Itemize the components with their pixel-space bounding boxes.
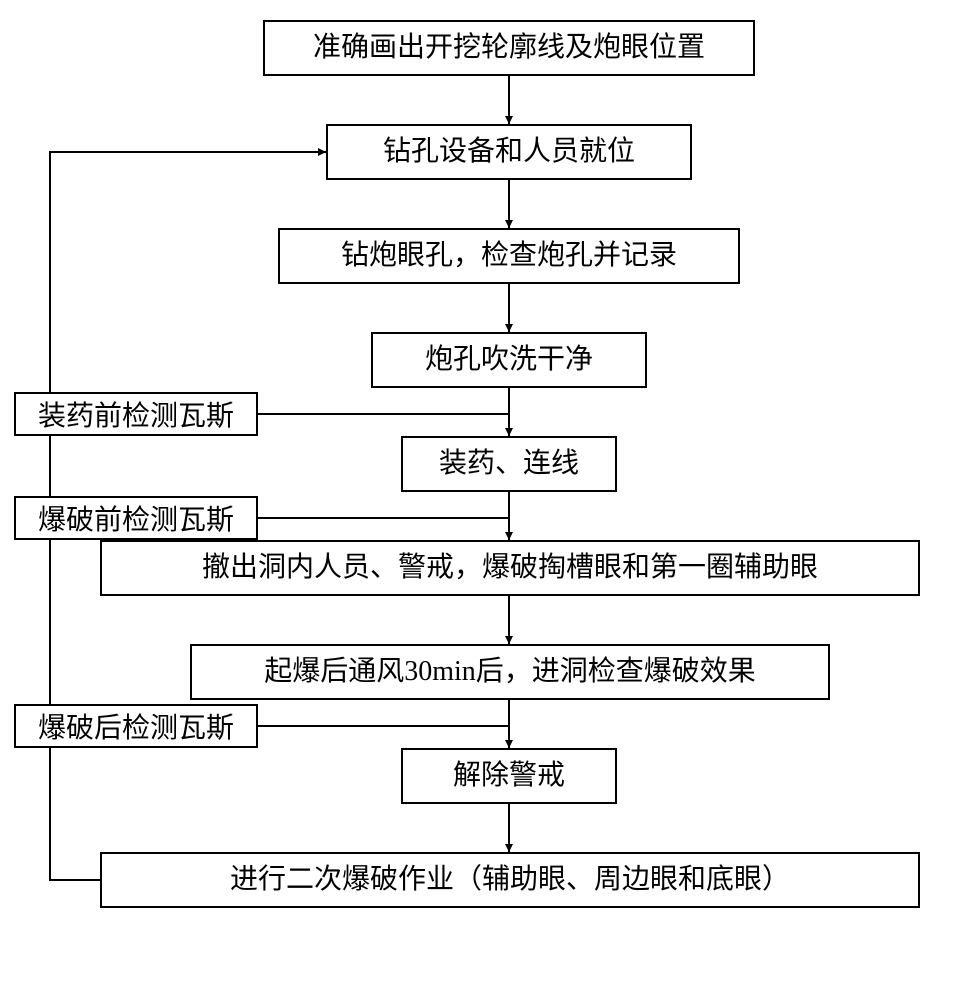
flow-node: 撤出洞内人员、警戒，爆破掏槽眼和第一圈辅助眼 bbox=[100, 540, 920, 596]
flow-node: 钻孔设备和人员就位 bbox=[326, 124, 692, 180]
flow-node: 炮孔吹洗干净 bbox=[371, 332, 647, 388]
flow-node-label: 起爆后通风30min后，进洞检查爆破效果 bbox=[264, 655, 756, 689]
flow-node-label: 炮孔吹洗干净 bbox=[425, 343, 593, 377]
side-note-label: 装药前检测瓦斯 bbox=[38, 394, 234, 434]
flow-node-label: 装药、连线 bbox=[439, 447, 579, 481]
flow-node: 进行二次爆破作业（辅助眼、周边眼和底眼） bbox=[100, 852, 920, 908]
flow-node-label: 准确画出开挖轮廓线及炮眼位置 bbox=[313, 31, 705, 65]
flow-node: 装药、连线 bbox=[401, 436, 617, 492]
side-note-label: 爆破前检测瓦斯 bbox=[38, 498, 234, 538]
flow-node: 钻炮眼孔，检查炮孔并记录 bbox=[278, 228, 740, 284]
flowchart-canvas: 准确画出开挖轮廓线及炮眼位置钻孔设备和人员就位钻炮眼孔，检查炮孔并记录炮孔吹洗干… bbox=[0, 0, 964, 1000]
flow-node: 起爆后通风30min后，进洞检查爆破效果 bbox=[190, 644, 830, 700]
flow-node: 解除警戒 bbox=[401, 748, 617, 804]
flow-node-label: 撤出洞内人员、警戒，爆破掏槽眼和第一圈辅助眼 bbox=[202, 551, 818, 585]
flow-node-label: 钻孔设备和人员就位 bbox=[383, 135, 635, 169]
flow-node-label: 进行二次爆破作业（辅助眼、周边眼和底眼） bbox=[230, 863, 790, 897]
flow-node-label: 钻炮眼孔，检查炮孔并记录 bbox=[341, 239, 677, 273]
flow-node: 准确画出开挖轮廓线及炮眼位置 bbox=[263, 20, 755, 76]
side-note: 装药前检测瓦斯 bbox=[14, 392, 258, 436]
side-note-label: 爆破后检测瓦斯 bbox=[38, 706, 234, 746]
side-note: 爆破前检测瓦斯 bbox=[14, 496, 258, 540]
side-note: 爆破后检测瓦斯 bbox=[14, 704, 258, 748]
flow-node-label: 解除警戒 bbox=[453, 759, 565, 793]
